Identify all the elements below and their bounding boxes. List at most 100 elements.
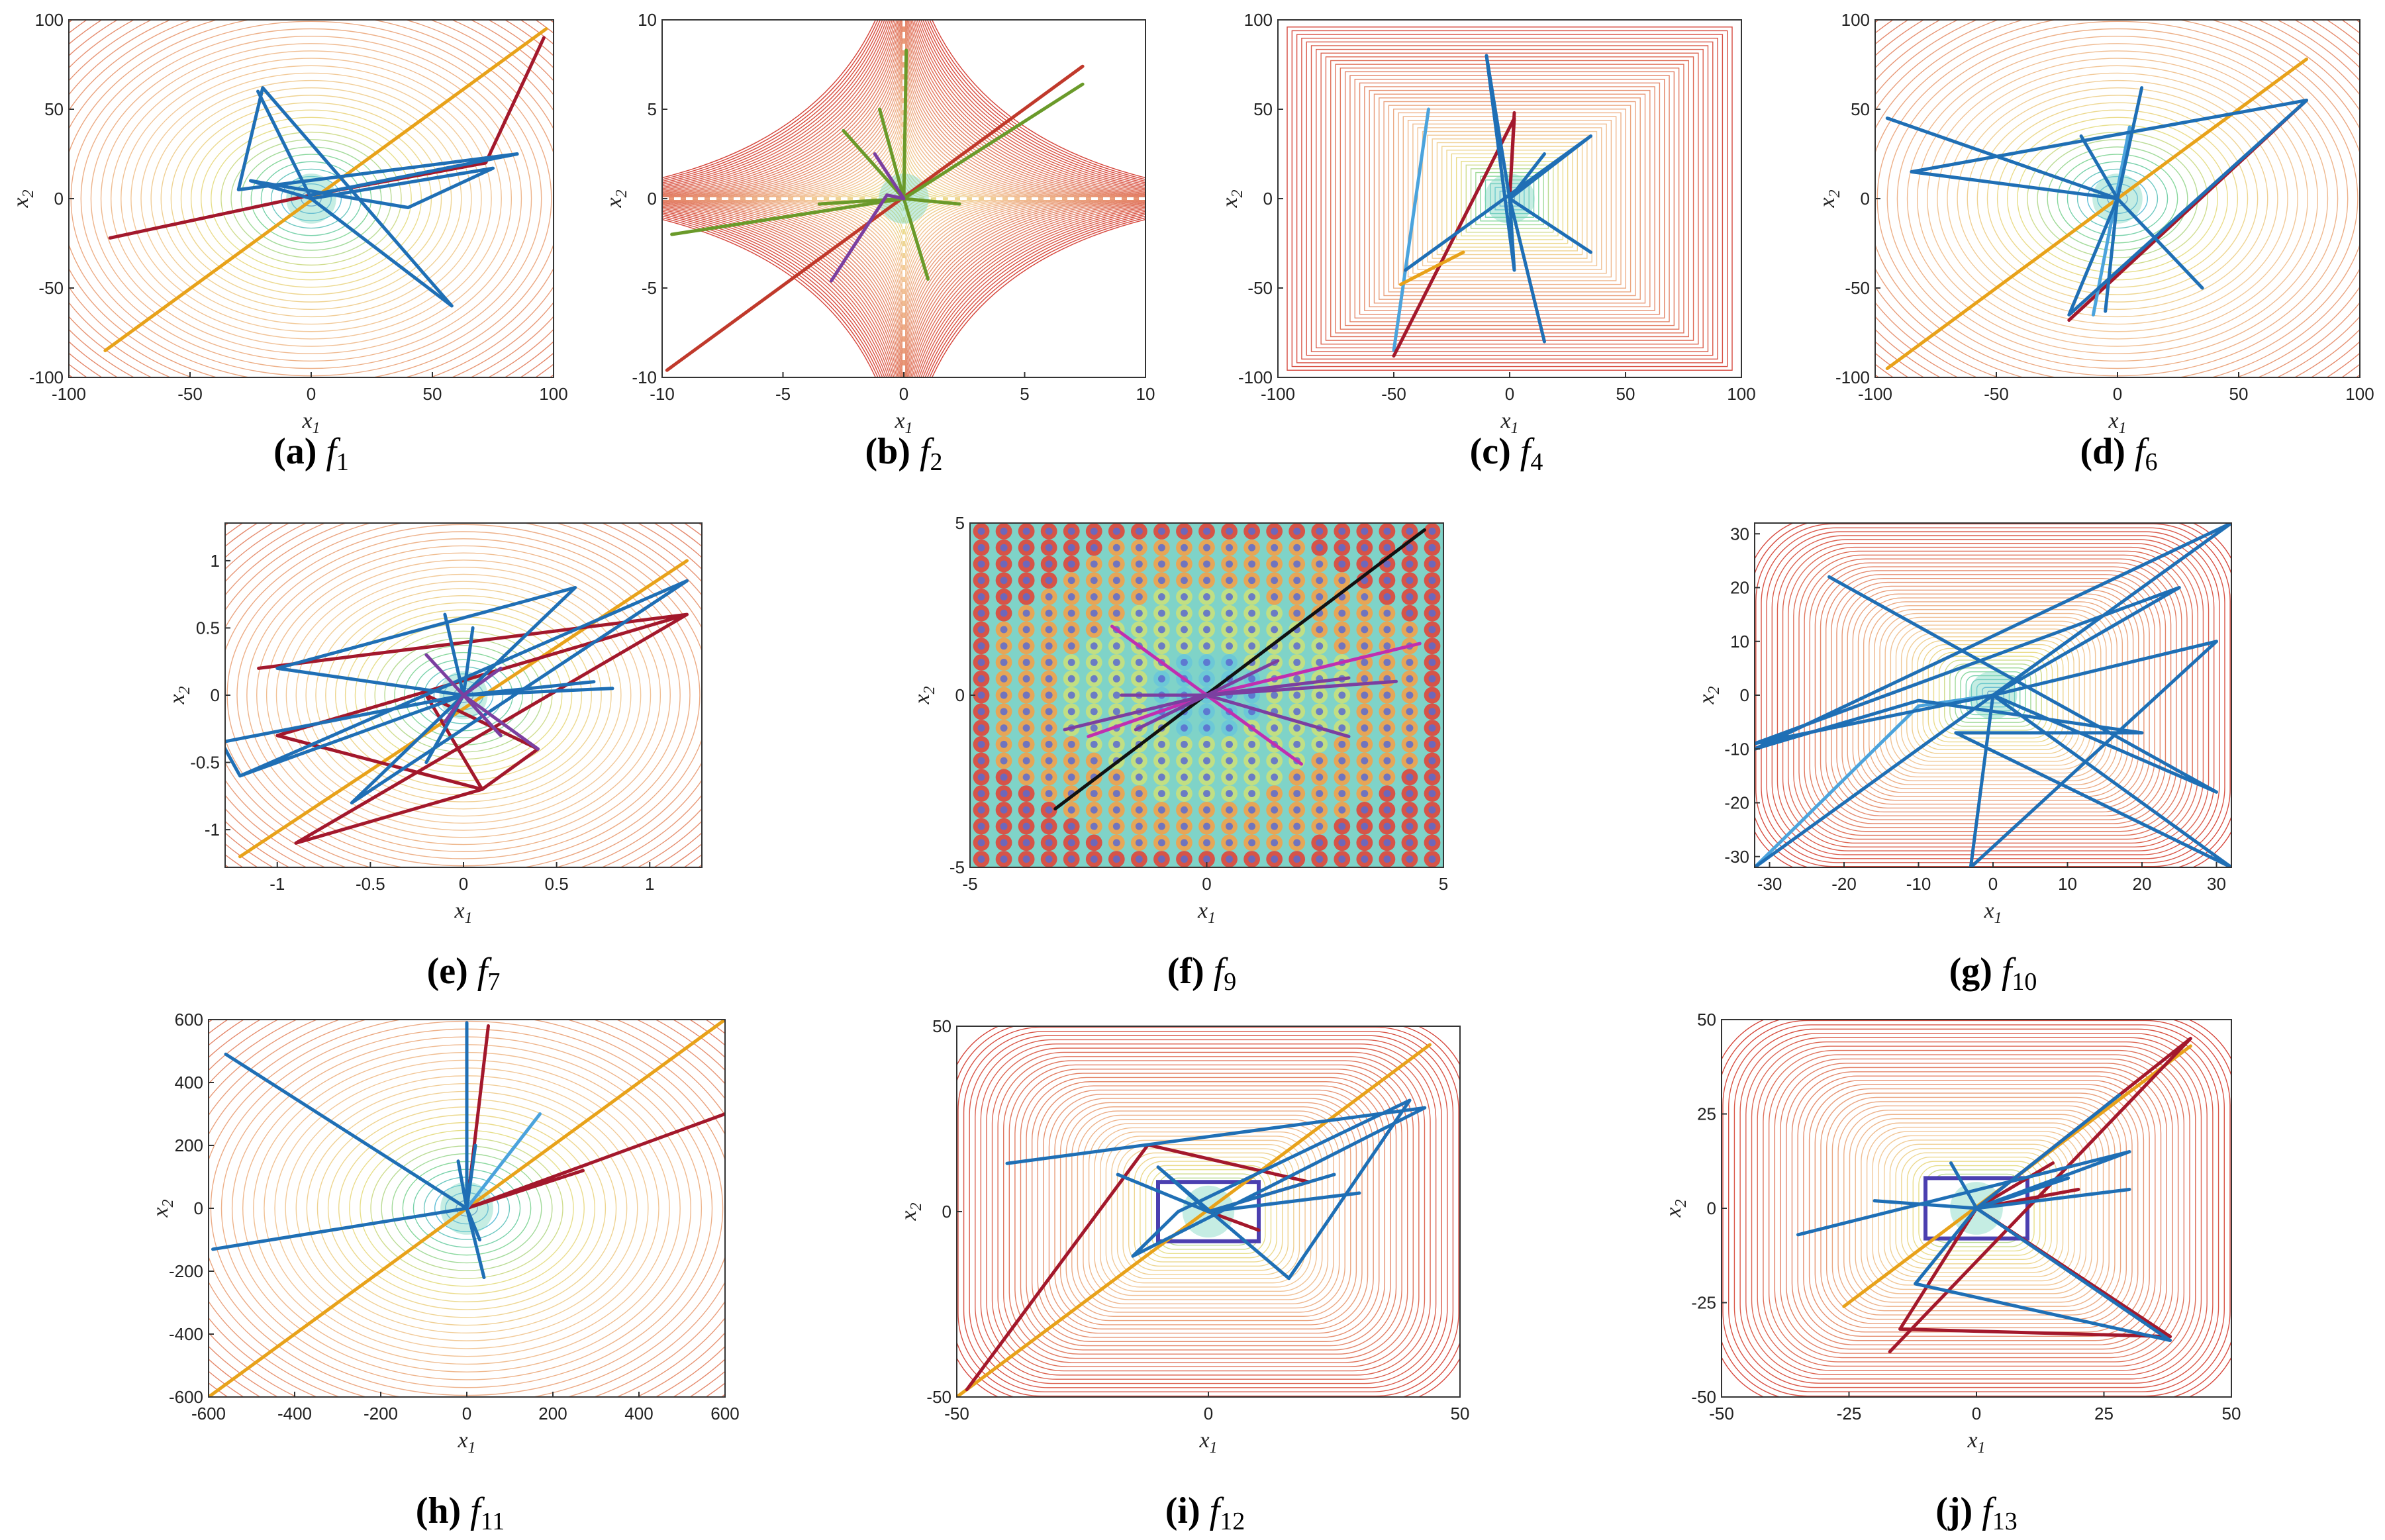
x-axis-label: x1 [457,1428,475,1457]
x-tick-label: -50 [177,384,203,404]
panel-caption-i: (i) f12 [1165,1490,1245,1535]
y-tick-label: 50 [1851,99,1870,119]
y-tick-label: -20 [1724,793,1749,813]
y-tick-label: -400 [169,1324,203,1344]
y-tick-label: 20 [1730,578,1749,598]
x-tick-label: 0 [462,1404,471,1423]
y-tick-label: 400 [175,1073,203,1092]
series-e-purple [424,653,540,751]
x-tick-label: 50 [423,384,442,404]
x-tick-label: 10 [1136,384,1155,404]
x-tick-label: -50 [1709,1404,1734,1423]
panel-f: -5 0 5 -5 0 5 x1 x2 (f) f9 [910,513,1448,996]
y-axis-label: x2 [1694,686,1723,704]
y-tick-label: 0 [1861,189,1870,209]
x-tick-label: 600 [710,1404,739,1423]
x-tick-label: 0 [1202,874,1211,894]
y-tick-label: 0 [194,1198,203,1218]
x-tick-label: -25 [1837,1404,1862,1423]
y-tick-label: -5 [642,278,657,298]
y-axis-label: x2 [897,1202,925,1221]
y-tick-label: -100 [1835,367,1870,387]
x-tick-label: 0 [459,874,468,894]
y-tick-label: -5 [949,857,965,877]
x-tick-label: -50 [1984,384,2009,404]
y-tick-label: -50 [926,1387,951,1407]
series-j-blue [1796,1093,2172,1342]
x-tick-label: -30 [1757,874,1782,894]
x-tick-label: 30 [2207,874,2226,894]
y-tick-label: 30 [1730,524,1749,544]
y-tick-label: 0 [211,685,220,705]
panel-caption-c: (c) f4 [1470,431,1543,476]
panel-h: -600 -400 -200 0 200 400 600 -600 -400 -200 0 200 40… [148,1010,740,1535]
x-tick-label: 0 [1972,1404,1981,1423]
y-tick-label: -10 [1724,739,1749,759]
contour-background [1875,20,2360,377]
x-tick-label: 5 [1439,874,1448,894]
x-tick-label: 0 [1204,1404,1213,1423]
series-b-purple [830,152,906,283]
panel-caption-h: (h) f11 [416,1490,505,1535]
series-h-blue [211,1021,486,1279]
y-tick-label: 50 [1697,1010,1716,1030]
y-tick-label: -100 [1238,367,1273,387]
x-axis-label: x1 [1983,898,2002,927]
y-tick-label: -30 [1724,847,1749,867]
series-d-light-blue [2091,125,2131,316]
series-c-dark-red [1392,111,1516,358]
y-tick-label: 10 [1730,632,1749,651]
x-tick-label: 0 [2113,384,2122,404]
x-tick-label: -20 [1831,874,1857,894]
series-h-light-blue [465,1112,542,1210]
panel-g: -30 -20 -10 0 10 20 30 -30 -20 -10 0 10 20 30 x1 x2 (g) f… [1694,522,2232,996]
y-tick-label: 25 [1697,1104,1716,1124]
y-tick-label: 100 [1244,10,1273,30]
x-tick-label: 0 [1505,384,1514,404]
y-tick-label: -200 [169,1261,203,1281]
contour-background [1287,26,1733,371]
panel-caption-f: (f) f9 [1167,951,1237,996]
y-tick-label: 200 [175,1135,203,1155]
series-g-blue [1755,523,2231,867]
panel-caption-g: (g) f10 [1949,951,2037,996]
x-tick-label: 25 [2094,1404,2114,1423]
x-axis-label: x1 [1967,1428,1985,1457]
x-axis-label: x1 [454,898,472,927]
y-axis-label: x2 [165,686,193,704]
y-tick-label: -50 [38,278,64,298]
series-a-orange [103,27,548,352]
x-tick-label: 0.5 [545,874,569,894]
series-b-red [665,64,1085,372]
x-tick-label: -10 [650,384,675,404]
x-tick-label: 50 [2222,1404,2241,1423]
x-axis-label: x1 [1198,1428,1217,1457]
y-tick-label: 100 [1841,10,1870,30]
x-tick-label: -50 [944,1404,969,1423]
x-tick-label: 5 [1020,384,1029,404]
y-axis-label: x2 [1661,1199,1690,1218]
x-axis-label: x1 [1197,898,1216,927]
series-f-purple [1063,659,1398,738]
x-tick-label: 1 [645,874,654,894]
panel-caption-b: (b) f2 [865,431,942,476]
y-tick-label: 0 [54,189,64,209]
x-tick-label: 100 [539,384,567,404]
x-tick-label: 200 [538,1404,567,1423]
series-c-light-blue [1392,107,1430,352]
x-tick-label: 10 [2058,874,2077,894]
series-b-green [670,48,1085,281]
x-tick-label: -100 [52,384,86,404]
x-tick-label: -600 [191,1404,226,1423]
series-i-blue [1005,1098,1427,1280]
y-axis-label: x2 [910,686,938,704]
y-tick-label: 5 [955,513,965,533]
x-tick-label: 100 [2345,384,2374,404]
panel-caption-a: (a) f1 [273,431,349,476]
series-b-green-2 [817,107,961,206]
y-tick-label: -1 [205,820,220,840]
y-tick-label: 600 [175,1010,203,1030]
